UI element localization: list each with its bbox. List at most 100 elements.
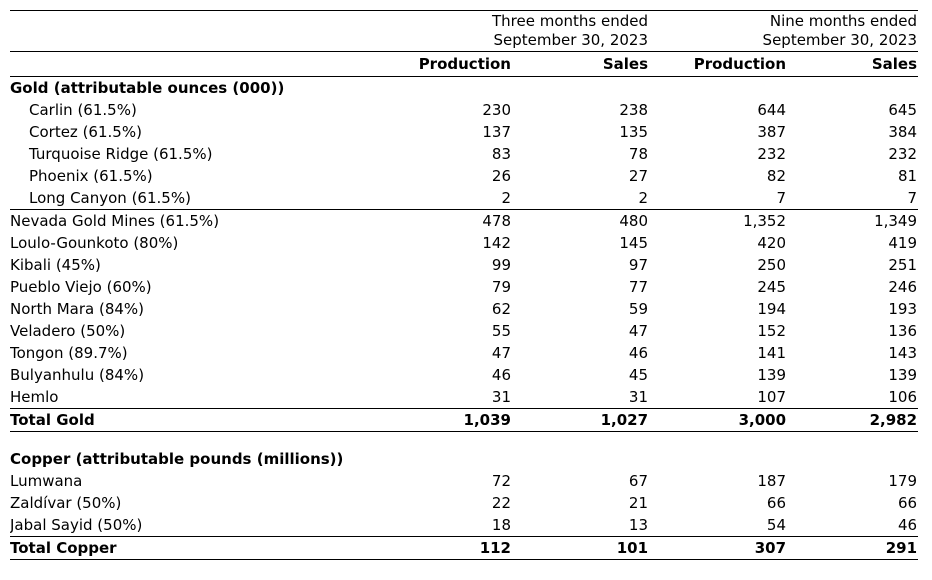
cell-9m-production: 644 (757, 101, 787, 119)
period-three-months: Three months ended September 30, 2023 (402, 10, 650, 52)
table-row-carlin: Carlin (61.5%) 230 238 644 645 (10, 99, 918, 121)
spacer-cell (10, 432, 918, 449)
row-label: Lumwana (10, 472, 83, 490)
total-row-copper: Total Copper 112 101 307 291 (10, 536, 919, 560)
cell-9m-production: 139 (757, 366, 787, 384)
cell-3m-production: 83 (491, 145, 511, 163)
cell-9m-sales: 7 (787, 187, 919, 210)
section-title: Copper (attributable pounds (millions)) (10, 450, 344, 468)
column-header-row: Production Sales Production Sales (10, 51, 919, 77)
cell-9m-production: 1,352 (743, 212, 787, 230)
table-row-zaldivar: Zaldívar (50%) 22 21 66 66 (10, 492, 918, 514)
cell-3m-sales: 13 (628, 516, 649, 534)
cell-3m-sales: 135 (619, 123, 649, 141)
cell-9m-production: 54 (766, 516, 787, 534)
cell-3m-sales: 21 (628, 494, 649, 512)
cell-9m-sales: 193 (888, 300, 918, 318)
cell-9m-sales: 139 (888, 366, 918, 384)
table-row-pueblo-viejo: Pueblo Viejo (60%) 79 77 245 246 (10, 276, 918, 298)
row-label: Long Canyon (61.5%) (10, 187, 402, 210)
section-spacer (10, 432, 918, 449)
table-row-loulo-gounkoto: Loulo-Gounkoto (80%) 142 145 420 419 (10, 232, 918, 254)
period-header-row: Three months ended September 30, 2023 Ni… (10, 10, 919, 52)
cell-3m-production: 230 (482, 101, 511, 119)
table-row-lumwana: Lumwana 72 67 187 179 (10, 470, 918, 492)
table-row-veladero: Veladero (50%) 55 47 152 136 (10, 320, 918, 342)
row-label: Turquoise Ridge (61.5%) (29, 145, 213, 163)
cell-3m-sales: 238 (619, 101, 649, 119)
cell-9m-production: 152 (757, 322, 787, 340)
cell-9m-production: 82 (766, 167, 787, 185)
cell-9m-production: 194 (757, 300, 787, 318)
table-row-cortez: Cortez (61.5%) 137 135 387 384 (10, 121, 918, 143)
cell-3m-sales: 59 (628, 300, 649, 318)
cell-3m-production: 112 (402, 536, 512, 560)
cell-3m-production: 47 (491, 344, 511, 362)
cell-3m-sales: 1,027 (512, 408, 650, 432)
cell-3m-sales: 78 (628, 145, 649, 163)
section-header-gold: Gold (attributable ounces (000)) (10, 77, 918, 100)
column-header-sales-9m: Sales (787, 51, 919, 77)
column-header-production-3m: Production (402, 51, 512, 77)
cell-3m-production: 26 (491, 167, 511, 185)
header-spacer (10, 51, 402, 77)
cell-3m-production: 46 (491, 366, 511, 384)
cell-3m-production: 55 (491, 322, 511, 340)
row-label: Phoenix (61.5%) (29, 167, 153, 185)
table-row-jabal-sayid: Jabal Sayid (50%) 18 13 54 46 (10, 514, 918, 537)
table-row-bulyanhulu: Bulyanhulu (84%) 46 45 139 139 (10, 364, 918, 386)
row-label: Carlin (61.5%) (29, 101, 137, 119)
cell-3m-sales: 2 (512, 187, 650, 210)
cell-3m-production: 72 (491, 472, 511, 490)
cell-9m-production: 66 (766, 494, 787, 512)
table-row-north-mara: North Mara (84%) 62 59 194 193 (10, 298, 918, 320)
row-label: Nevada Gold Mines (61.5%) (10, 212, 220, 230)
cell-3m-sales: 77 (628, 278, 649, 296)
cell-3m-sales: 145 (619, 234, 649, 252)
cell-3m-production: 137 (482, 123, 511, 141)
table-row-turquoise-ridge: Turquoise Ridge (61.5%) 83 78 232 232 (10, 143, 918, 165)
row-label: Tongon (89.7%) (10, 344, 128, 362)
table-row-hemlo: Hemlo 31 31 107 106 (10, 386, 918, 409)
period-line2: September 30, 2023 (493, 31, 649, 49)
section-header-copper: Copper (attributable pounds (millions)) (10, 448, 918, 470)
cell-3m-production: 62 (491, 300, 511, 318)
total-label: Total Gold (10, 408, 402, 432)
period-line1: Three months ended (492, 12, 649, 30)
cell-3m-sales: 480 (619, 212, 649, 230)
period-line2: September 30, 2023 (762, 31, 918, 49)
cell-3m-sales: 97 (628, 256, 649, 274)
row-label: Kibali (45%) (10, 256, 101, 274)
cell-9m-sales: 232 (888, 145, 918, 163)
row-label: Bulyanhulu (84%) (10, 366, 145, 384)
cell-9m-sales: 143 (888, 344, 918, 362)
cell-9m-production: 232 (757, 145, 787, 163)
cell-3m-sales: 31 (628, 388, 649, 406)
row-label: Pueblo Viejo (60%) (10, 278, 152, 296)
column-header-sales-3m: Sales (512, 51, 650, 77)
row-label: Hemlo (10, 388, 59, 406)
column-header-production-9m: Production (649, 51, 788, 77)
cell-3m-sales: 27 (628, 167, 649, 185)
table-row-tongon: Tongon (89.7%) 47 46 141 143 (10, 342, 918, 364)
cell-3m-sales: 67 (628, 472, 649, 490)
cell-9m-production: 107 (757, 388, 787, 406)
cell-3m-production: 142 (482, 234, 511, 252)
row-label: Zaldívar (50%) (10, 494, 122, 512)
table-row-nevada-gold-mines: Nevada Gold Mines (61.5%) 478 480 1,352 … (10, 210, 918, 233)
cell-3m-production: 99 (491, 256, 511, 274)
cell-3m-sales: 101 (512, 536, 650, 560)
cell-3m-production: 31 (491, 388, 511, 406)
cell-3m-production: 478 (482, 212, 511, 230)
cell-9m-production: 141 (757, 344, 787, 362)
period-line1: Nine months ended (769, 12, 918, 30)
cell-9m-sales: 1,349 (874, 212, 918, 230)
cell-9m-production: 250 (757, 256, 787, 274)
production-sales-table: Three months ended September 30, 2023 Ni… (10, 10, 919, 560)
table-row-phoenix: Phoenix (61.5%) 26 27 82 81 (10, 165, 918, 187)
row-label: Loulo-Gounkoto (80%) (10, 234, 179, 252)
cell-3m-production: 1,039 (402, 408, 512, 432)
period-nine-months: Nine months ended September 30, 2023 (649, 10, 919, 52)
table-row-kibali: Kibali (45%) 99 97 250 251 (10, 254, 918, 276)
cell-9m-production: 420 (757, 234, 787, 252)
